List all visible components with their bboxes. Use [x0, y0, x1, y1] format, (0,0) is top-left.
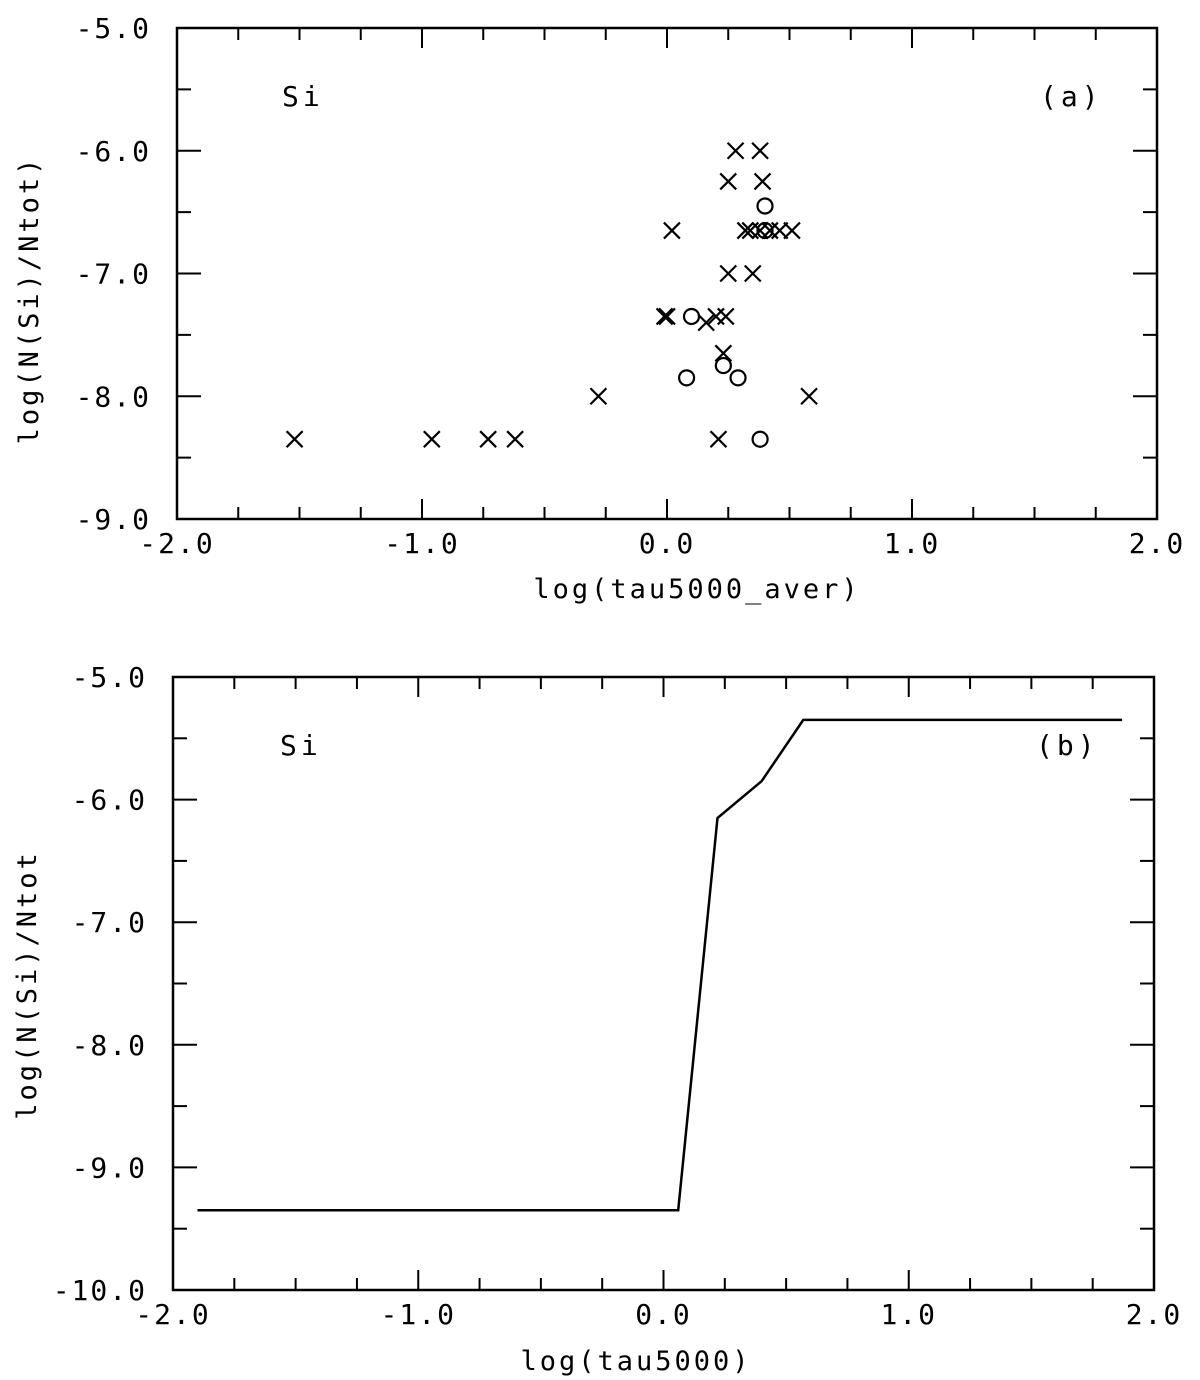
y-tick-label: -5.0: [72, 661, 147, 694]
panel-b-plot-frame: [171, 675, 1156, 1292]
panel-b-ticks: [172, 676, 1155, 1291]
circle-point: [677, 369, 696, 387]
panel-a-element-label: Si: [282, 80, 324, 113]
panel-b-y-axis-title: log(N(Si)/Ntot: [12, 850, 43, 1120]
x-tick-label: 2.0: [1129, 527, 1186, 560]
x-tick-label: -2.0: [139, 527, 214, 560]
x-tick-label: -1.0: [384, 527, 459, 560]
panel-a-x-axis-title: log(tau5000_aver): [533, 574, 860, 605]
panel-a-x-tick-labels: -2.0 -1.0 0.0 1.0 2.0: [139, 527, 1186, 560]
cross-point: [658, 307, 676, 326]
cross-point: [800, 387, 818, 406]
y-tick-label: -9.0: [72, 1151, 147, 1184]
y-tick-label: -7.0: [76, 258, 151, 291]
circle-point: [756, 221, 774, 240]
cross-point: [663, 221, 681, 240]
abundance-line: [197, 718, 1123, 1212]
cross-point: [717, 307, 735, 326]
y-tick-label: -9.0: [76, 503, 151, 536]
cross-point: [783, 221, 801, 240]
x-tick-label: 0.0: [639, 527, 696, 560]
panel-b-y-tick-labels: -10.0 -9.0 -8.0 -7.0 -6.0 -5.0: [53, 661, 147, 1307]
panel-a-plot-frame: [175, 26, 1159, 521]
cross-point: [726, 141, 745, 160]
cross-point: [697, 313, 715, 332]
cross-point: [743, 264, 762, 283]
x-tick-label: 2.0: [1126, 1298, 1183, 1331]
panel-b-series: [197, 718, 1123, 1212]
circle-point: [756, 197, 774, 215]
x-tick-label: 0.0: [635, 1298, 692, 1331]
panel-a-ticks: [176, 27, 1158, 520]
y-tick-label: -7.0: [72, 906, 147, 939]
cross-point: [709, 430, 728, 448]
x-tick-label: 1.0: [880, 1298, 937, 1331]
cross-point: [655, 307, 674, 326]
y-tick-label: -6.0: [76, 135, 151, 168]
x-tick-label: -2.0: [135, 1298, 210, 1331]
cross-point: [719, 172, 738, 191]
panel-b-x-tick-labels: -2.0 -1.0 0.0 1.0 2.0: [135, 1298, 1183, 1331]
circle-point: [682, 307, 701, 326]
panel-a-scatter: -2.0 -1.0 0.0 1.0 2.0 -9.0 -8.0 -7.0 -6.0 -5.0 S…: [14, 12, 1186, 605]
cross-point: [285, 430, 304, 448]
y-tick-label: -8.0: [76, 380, 151, 413]
y-tick-label: -5.0: [76, 12, 151, 45]
panel-b-label: (b): [1036, 729, 1099, 762]
cross-point: [770, 221, 789, 240]
y-tick-label: -10.0: [53, 1274, 147, 1307]
panel-b-x-axis-title: log(tau5000): [520, 1346, 751, 1377]
cross-point: [719, 264, 738, 283]
panel-b-element-label: Si: [280, 729, 322, 762]
cross-point: [506, 430, 524, 448]
panel-a-points: [285, 141, 818, 448]
cross-point: [736, 221, 755, 240]
y-tick-label: -8.0: [72, 1029, 147, 1062]
circle-point: [714, 356, 732, 375]
cross-point: [753, 172, 772, 191]
cross-point: [423, 430, 441, 448]
circle-point: [729, 369, 747, 387]
x-tick-label: -1.0: [381, 1298, 456, 1331]
panel-a-label: (a): [1040, 80, 1103, 113]
circle-point: [751, 430, 769, 448]
y-tick-label: -6.0: [72, 784, 147, 817]
panel-a-y-tick-labels: -9.0 -8.0 -7.0 -6.0 -5.0: [76, 12, 151, 536]
cross-point: [714, 344, 733, 363]
x-tick-label: 1.0: [884, 527, 941, 560]
cross-point: [751, 141, 769, 160]
cross-point: [479, 430, 497, 448]
cross-point: [589, 387, 608, 406]
panel-b-line: -2.0 -1.0 0.0 1.0 2.0 -10.0-9.0-8.0-7.0-6.0-…: [12, 661, 1183, 1377]
panel-a-y-axis-title: log(N(Si)/Ntot): [14, 156, 45, 445]
